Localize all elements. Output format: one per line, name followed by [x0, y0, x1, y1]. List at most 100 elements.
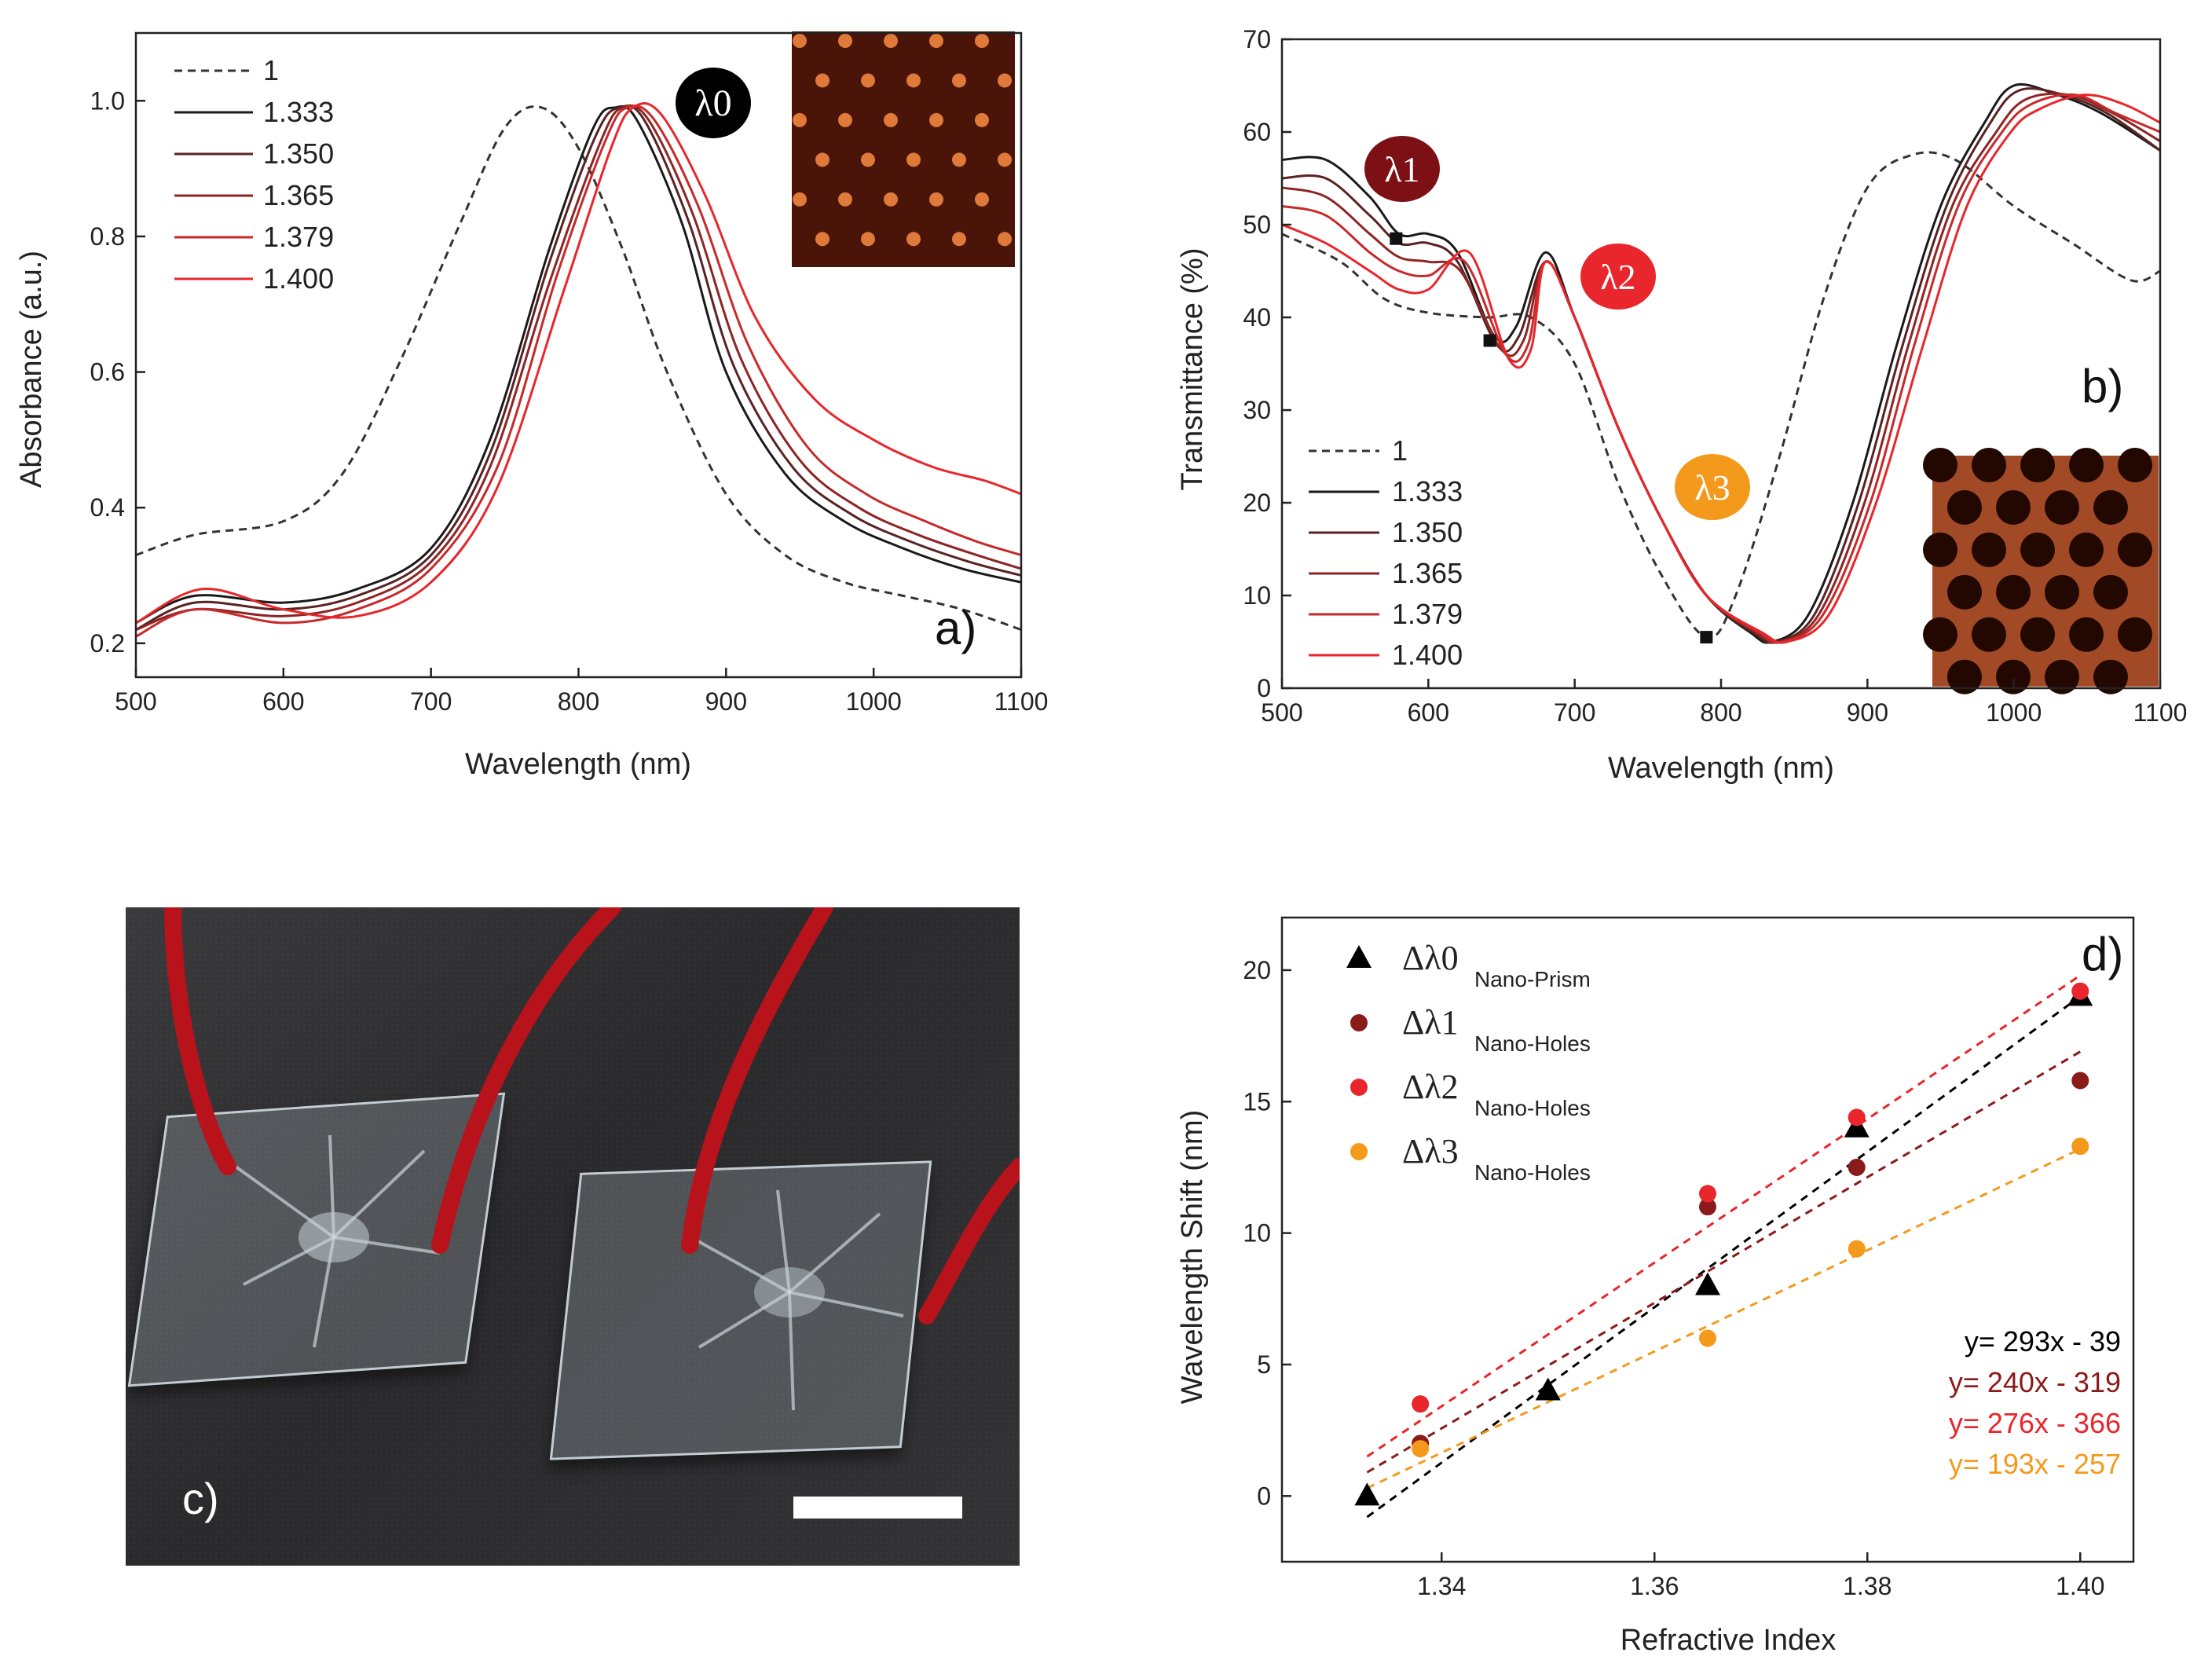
x-tick-label: 900 [705, 687, 747, 716]
lambda2-label: λ2 [1600, 257, 1635, 297]
series-line-1.379 [135, 104, 1022, 638]
legend-label: 1.333 [263, 96, 334, 128]
lambda3-label: λ3 [1694, 467, 1730, 507]
data-point-circle [1848, 1240, 1866, 1258]
legend-label: Δλ3 [1402, 1132, 1459, 1171]
x-tick-label: 1000 [846, 687, 902, 716]
x-tick-label: 1100 [994, 687, 1049, 716]
data-point-circle [2071, 982, 2089, 1000]
data-point-triangle [1354, 1482, 1380, 1506]
fit-equation: y= 193x - 257 [1949, 1448, 2121, 1480]
legend-marker [1346, 945, 1372, 968]
x-tick-label: 700 [410, 687, 452, 716]
y-tick-label: 20 [1243, 956, 1271, 984]
chart-b-x-axis-label: Wavelength (nm) [1608, 752, 1834, 785]
y-tick-label: 50 [1243, 211, 1271, 239]
x-tick-label: 1100 [2133, 698, 2188, 727]
legend-label: Δλ2 [1402, 1068, 1459, 1106]
panel-d-label: d) [2082, 928, 2123, 980]
legend-label: 1.379 [263, 221, 334, 253]
y-tick-label: 0 [1257, 1482, 1271, 1510]
lambda3-badge [1675, 454, 1750, 520]
chart-d-wavelength-shift: 1.34 1.36 1.38 1.40 0 5 10 15 20 Δλ0 Nano-Prism Δλ… [1176, 916, 2135, 1657]
x-tick-label: 600 [1408, 698, 1449, 727]
reference-marker [1483, 334, 1496, 347]
y-tick-label: 0.4 [90, 493, 125, 522]
afm-inset-nanoholes [1923, 448, 2159, 694]
series-line-1.365 [135, 104, 1022, 632]
legend-subscript: Nano-Holes [1474, 1096, 1591, 1120]
x-tick-label: 900 [1847, 698, 1888, 727]
y-tick-label: 1.0 [90, 86, 125, 115]
y-tick-label: 60 [1243, 118, 1271, 146]
legend-label: 1.365 [263, 179, 334, 211]
chart-a-x-axis-label: Wavelength (nm) [465, 748, 691, 781]
legend-label: 1.400 [1392, 639, 1463, 671]
x-tick-label: 800 [1700, 698, 1741, 727]
chart-b-transmittance: 500 600 700 800 900 1000 1100 0 10 20 30 40 50 60 70 1… [1176, 25, 2188, 785]
x-tick-label: 600 [262, 687, 304, 716]
data-point-circle [1848, 1108, 1866, 1127]
y-tick-label: 0.8 [90, 222, 125, 251]
y-tick-label: 30 [1243, 396, 1271, 424]
chart-a-y-axis-label: Absorbance (a.u.) [15, 251, 48, 488]
lambda1-label: λ1 [1384, 149, 1419, 189]
data-point-circle [2071, 1072, 2089, 1090]
chart-b-y-axis-label: Transmittance (%) [1176, 248, 1209, 491]
legend-label: 1 [263, 54, 279, 86]
y-tick-label: 5 [1257, 1350, 1271, 1379]
panel-b-label: b) [2082, 360, 2123, 412]
legend-label: Δλ0 [1402, 939, 1459, 977]
fit-equation: y= 293x - 39 [1965, 1325, 2121, 1357]
fit-line [1366, 1050, 2082, 1474]
series-line-1.333 [135, 104, 1022, 625]
x-tick-label: 1.34 [1417, 1572, 1466, 1600]
y-tick-label: 40 [1243, 303, 1271, 332]
lambda0-badge: λ0 [676, 68, 751, 138]
legend-label: 1.379 [1392, 598, 1463, 630]
legend-subscript: Nano-Holes [1474, 1031, 1591, 1056]
chart-a-absorbance: 500 600 700 800 900 1000 1100 0.2 0.4 0.6 0.8 1.0 1… [15, 31, 1049, 781]
chart-d-y-axis-label: Wavelength Shift (nm) [1176, 1110, 1209, 1405]
legend-marker [1350, 1079, 1368, 1096]
reference-marker [1390, 232, 1403, 245]
photo-microfluidic-chips: c) [126, 907, 1020, 1566]
legend-subscript: Nano-Holes [1474, 1160, 1591, 1185]
data-point-triangle [1535, 1377, 1561, 1401]
x-tick-label: 500 [1261, 698, 1302, 727]
lambda1-badge [1364, 136, 1440, 202]
tubes-and-channels [164, 907, 1020, 1411]
legend-subscript: Nano-Prism [1474, 967, 1591, 991]
chart-d-x-axis-label: Refractive Index [1621, 1624, 1837, 1657]
series-line-1 [1281, 151, 2161, 639]
data-point-circle [1699, 1329, 1716, 1347]
fit-equation: y= 276x - 366 [1949, 1407, 2121, 1439]
scale-bar [793, 1497, 962, 1519]
x-tick-label: 1.36 [1630, 1572, 1679, 1600]
data-point-circle [1699, 1185, 1716, 1203]
y-tick-label: 15 [1243, 1087, 1271, 1116]
data-point-circle [1412, 1395, 1430, 1413]
x-tick-label: 500 [115, 687, 156, 716]
legend-label: 1 [1392, 434, 1408, 467]
panel-c-label: c) [182, 1474, 219, 1523]
chart-d-frame [1280, 916, 2135, 1563]
data-point-circle [1848, 1158, 1866, 1176]
data-point-circle [2071, 1138, 2089, 1156]
fit-equation: y= 240x - 319 [1949, 1366, 2121, 1398]
data-point-circle [1412, 1440, 1430, 1458]
y-tick-label: 10 [1243, 581, 1271, 610]
fit-line [1366, 974, 2082, 1458]
x-tick-label: 1.38 [1843, 1572, 1892, 1600]
legend-label: Δλ1 [1402, 1003, 1459, 1042]
x-tick-label: 800 [558, 687, 599, 716]
y-tick-label: 20 [1243, 489, 1271, 517]
legend-label: 1.400 [263, 262, 334, 295]
y-tick-label: 70 [1243, 25, 1271, 53]
x-tick-label: 1.40 [2056, 1572, 2104, 1600]
y-tick-label: 0.6 [90, 358, 125, 387]
data-point-triangle [1695, 1272, 1720, 1295]
x-tick-label: 700 [1554, 698, 1595, 727]
y-tick-label: 0 [1257, 674, 1271, 702]
legend-marker [1350, 1143, 1368, 1160]
